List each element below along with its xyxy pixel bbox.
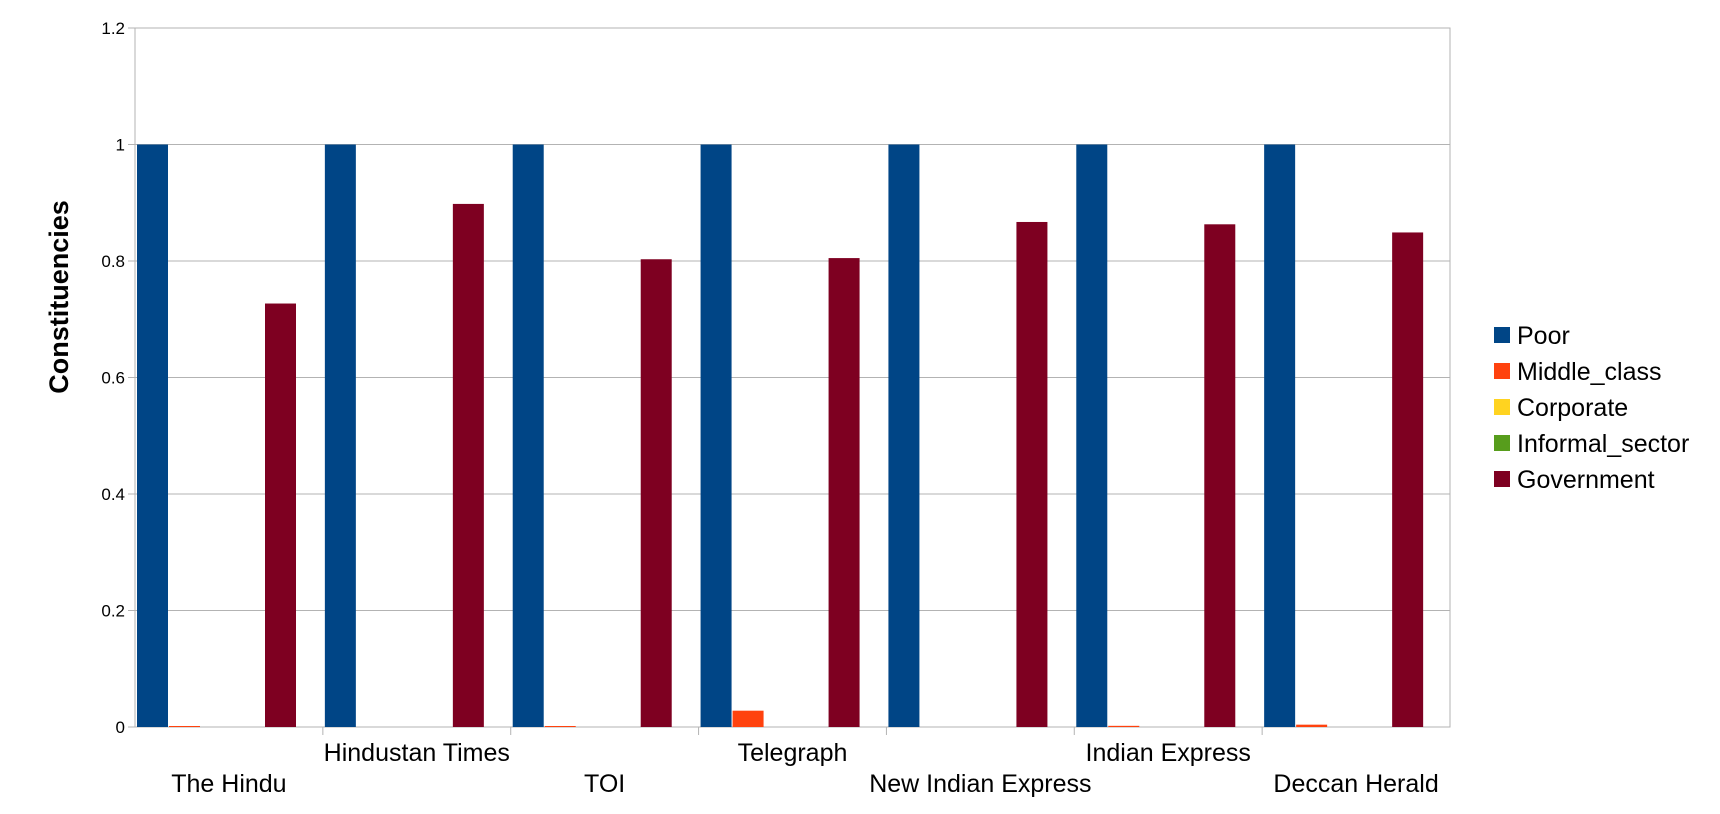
legend-swatch	[1494, 327, 1510, 343]
x-tick-label: TOI	[584, 770, 625, 798]
y-tick-label: 0.4	[101, 485, 125, 504]
legend-swatch	[1494, 363, 1510, 379]
legend-label: Poor	[1517, 322, 1570, 350]
bar	[640, 259, 672, 727]
bar	[265, 303, 296, 727]
legend-swatch	[1494, 399, 1510, 415]
bar	[169, 726, 200, 727]
legend-label: Government	[1517, 466, 1655, 494]
legend-swatch	[1494, 471, 1510, 487]
bar	[1076, 144, 1108, 727]
y-tick-label: 1.2	[101, 19, 125, 38]
legend-label: Informal_sector	[1517, 430, 1689, 458]
bar	[1296, 724, 1328, 727]
bar	[888, 144, 920, 727]
y-tick-label: 0.2	[101, 602, 125, 621]
y-axis-title: Constituencies	[44, 200, 74, 394]
x-tick-label: The Hindu	[171, 770, 286, 798]
bar	[1108, 725, 1140, 727]
x-tick-label: Hindustan Times	[324, 739, 510, 767]
y-tick-label: 0.8	[101, 252, 125, 271]
legend-label: Middle_class	[1517, 358, 1662, 386]
bar	[732, 710, 764, 727]
bar	[1264, 144, 1296, 727]
bar	[1016, 221, 1048, 727]
bar	[137, 144, 168, 727]
y-tick-label: 0	[116, 718, 125, 737]
bar	[452, 203, 484, 728]
y-tick-label: 1	[116, 136, 125, 155]
bar	[544, 726, 576, 727]
bar	[828, 258, 860, 727]
x-tick-label: Telegraph	[738, 739, 848, 767]
bar	[512, 144, 544, 727]
x-tick-label: Deccan Herald	[1273, 770, 1438, 798]
bar	[324, 144, 356, 727]
axes: 0 0.2 0.4 0.6 0.8 1 1.2 The Hindu Hindustan Time…	[101, 19, 1438, 798]
legend-swatch	[1494, 435, 1510, 451]
bars	[137, 144, 1424, 728]
legend-label: Corporate	[1517, 394, 1628, 422]
legend: Poor Middle_class Corporate Informal_sector…	[1494, 322, 1689, 494]
x-tick-label: Indian Express	[1086, 739, 1251, 767]
y-tick-label: 0.6	[101, 369, 125, 388]
bar	[700, 144, 732, 727]
bar	[1204, 224, 1236, 728]
bar	[1392, 232, 1424, 727]
x-tick-label: New Indian Express	[869, 770, 1091, 798]
